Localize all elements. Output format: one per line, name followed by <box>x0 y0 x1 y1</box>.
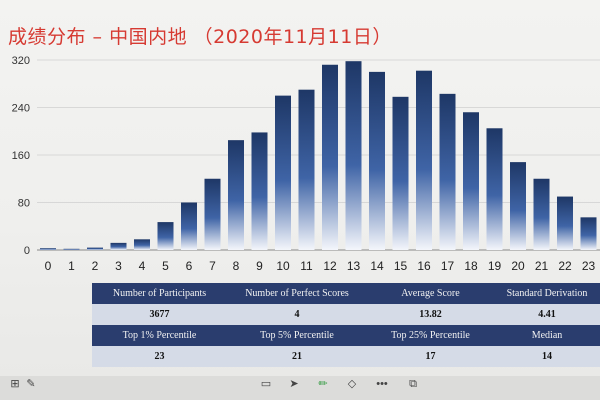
x-tick-label: 8 <box>233 259 240 273</box>
bar-score-9 <box>251 132 268 250</box>
bar-score-23 <box>580 217 597 250</box>
x-tick-label: 7 <box>209 259 216 273</box>
presentation-toolbar: ⊞ ✎ ▭ ➤ ✏ ◇ ••• ⧉ <box>0 376 600 400</box>
pencil-square-icon: ✎ <box>26 378 36 390</box>
eraser-tool[interactable]: ◇ <box>343 379 361 397</box>
y-tick-label: 320 <box>12 55 30 67</box>
more-icon: ••• <box>376 378 388 390</box>
x-tick-label: 0 <box>45 259 52 273</box>
bar-score-16 <box>416 70 432 250</box>
present-tool[interactable]: ⧉ <box>404 379 422 397</box>
x-tick-label: 4 <box>139 259 146 273</box>
slides-tool[interactable]: ▭ <box>257 379 275 397</box>
bar-score-22 <box>557 196 573 250</box>
stats-header-cell: Top 25% Percentile <box>367 325 494 346</box>
eraser-icon: ◇ <box>347 378 357 390</box>
score-distribution-chart: 0 1 2 3 4 5 6 7 8 9 10 11 12 13 14 15 16 17 18 19 20 21 22 23 0… <box>12 55 600 273</box>
x-tick-label: 9 <box>256 259 263 273</box>
presentation-slide: 成绩分布 – 中国内地 （2020年11月11日） 0 1 2 3 4 5 6 7 8 9 10 11… <box>0 0 600 376</box>
x-tick-label: 10 <box>276 259 290 273</box>
bar-score-18 <box>463 112 479 250</box>
stats-value-cell: 4 <box>227 304 367 325</box>
bar-score-2 <box>87 247 103 250</box>
x-tick-label: 5 <box>162 259 169 273</box>
y-tick-label: 160 <box>12 150 30 162</box>
x-tick-label: 1 <box>68 259 75 273</box>
stats-value-row: 3677 4 13.82 4.41 <box>92 304 600 325</box>
slide-title: 成绩分布 – 中国内地 （2020年11月11日） <box>8 26 392 48</box>
bar-score-15 <box>392 96 409 250</box>
x-tick-label: 11 <box>300 259 313 273</box>
stats-value-cell: 17 <box>367 346 494 367</box>
more-tool[interactable]: ••• <box>373 379 391 397</box>
stats-value-cell: 13.82 <box>367 304 494 325</box>
stats-value-cell: 23 <box>92 346 227 367</box>
bar-score-21 <box>533 178 550 250</box>
x-tick-label: 22 <box>558 259 572 273</box>
x-tick-label: 3 <box>115 259 122 273</box>
bar-score-19 <box>486 128 503 250</box>
stats-value-row: 23 21 17 14 <box>92 346 600 367</box>
bar-score-0 <box>40 248 56 250</box>
stats-header-row: Top 1% Percentile Top 5% Percentile Top 25… <box>92 325 600 346</box>
x-tick-label: 6 <box>186 259 193 273</box>
menu-tool[interactable]: ⊞ <box>6 379 24 397</box>
stats-header-cell: Median <box>494 325 600 346</box>
slides-icon: ▭ <box>260 378 272 390</box>
stats-value-cell: 14 <box>494 346 600 367</box>
bar-score-11 <box>298 89 315 250</box>
bar-score-3 <box>110 242 127 250</box>
bar-score-14 <box>369 71 385 250</box>
y-tick-label: 0 <box>24 245 30 257</box>
bar-score-13 <box>345 61 362 250</box>
bar-score-12 <box>322 64 338 250</box>
pen-tool[interactable]: ✏ <box>314 379 332 397</box>
pointer-icon: ➤ <box>289 378 299 390</box>
statistics-table: Number of Participants Number of Perfect … <box>92 283 600 367</box>
bar-score-7 <box>204 178 221 250</box>
pen-icon: ✏ <box>318 378 328 390</box>
x-tick-label: 16 <box>417 259 431 273</box>
bar-score-20 <box>510 162 526 250</box>
x-tick-label: 15 <box>394 259 408 273</box>
stats-header-row: Number of Participants Number of Perfect … <box>92 283 600 304</box>
bar-score-5 <box>157 222 174 250</box>
bar-score-8 <box>228 140 244 250</box>
x-tick-label: 19 <box>488 259 502 273</box>
bar-score-1 <box>63 248 80 250</box>
stats-value-cell: 4.41 <box>494 304 600 325</box>
pointer-tool[interactable]: ➤ <box>285 379 303 397</box>
bar-score-4 <box>134 239 150 250</box>
x-tick-label: 17 <box>441 259 455 273</box>
x-tick-label: 20 <box>511 259 525 273</box>
stats-value-cell: 21 <box>227 346 367 367</box>
y-tick-label: 240 <box>12 103 30 115</box>
grid-icon: ⊞ <box>10 378 20 390</box>
x-tick-label: 18 <box>464 259 478 273</box>
bar-score-10 <box>275 95 291 250</box>
stats-header-cell: Average Score <box>367 283 494 304</box>
x-tick-label: 2 <box>92 259 99 273</box>
stats-header-cell: Standard Derivation <box>494 283 600 304</box>
stats-header-cell: Number of Participants <box>92 283 227 304</box>
y-tick-label: 80 <box>18 198 30 210</box>
x-tick-label: 14 <box>370 259 384 273</box>
x-tick-label: 21 <box>535 259 549 273</box>
bar-score-6 <box>181 202 197 250</box>
x-tick-label: 13 <box>347 259 361 273</box>
stats-value-cell: 3677 <box>92 304 227 325</box>
present-icon: ⧉ <box>409 378 417 390</box>
bar-score-17 <box>439 93 456 250</box>
stats-header-cell: Number of Perfect Scores <box>227 283 367 304</box>
stats-header-cell: Top 1% Percentile <box>92 325 227 346</box>
stats-header-cell: Top 5% Percentile <box>227 325 367 346</box>
x-tick-label: 12 <box>323 259 337 273</box>
x-tick-label: 23 <box>582 259 596 273</box>
edit-tool[interactable]: ✎ <box>22 379 40 397</box>
